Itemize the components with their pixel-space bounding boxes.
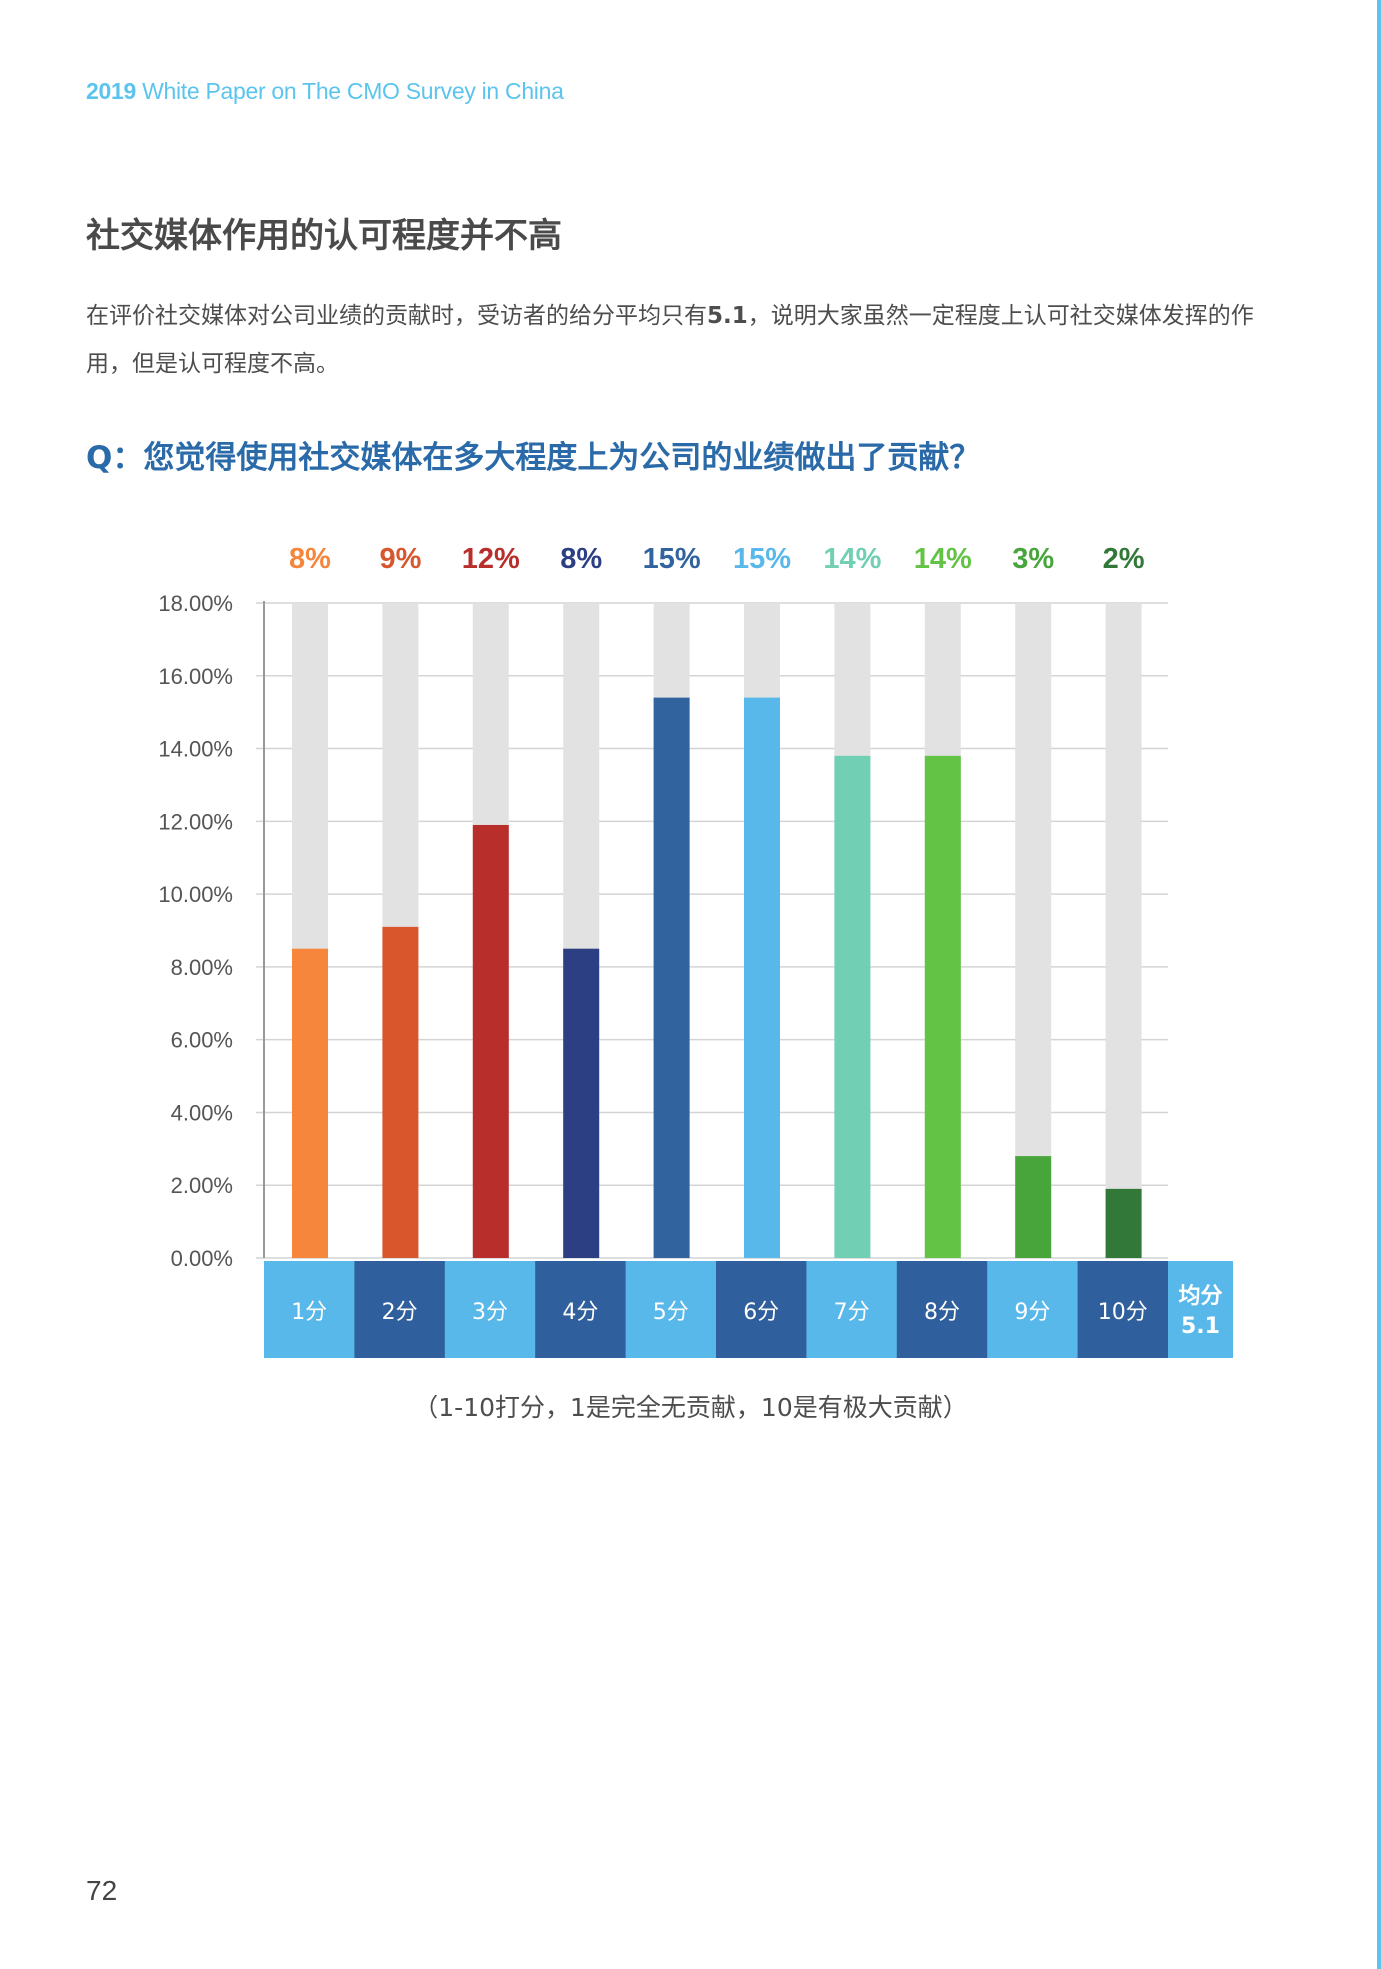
y-tick-label: 2.00% <box>171 1173 233 1198</box>
category-label: 4分 <box>562 1300 598 1325</box>
category-cell <box>1077 1261 1169 1358</box>
bar-2 <box>382 926 419 1258</box>
bar-track <box>1105 603 1142 1258</box>
category-label: 7分 <box>834 1300 870 1325</box>
category-label: 8分 <box>924 1300 960 1325</box>
bar-track <box>1015 603 1052 1258</box>
category-label: 10分 <box>1098 1300 1148 1325</box>
bar-6 <box>744 697 780 1258</box>
data-label: 15% <box>733 543 791 575</box>
header-title: White Paper on The CMO Survey in China <box>142 78 564 104</box>
data-label: 15% <box>643 543 701 575</box>
bar-9 <box>1015 1156 1052 1258</box>
body-average: 5.1 <box>707 303 748 329</box>
y-tick-label: 14.00% <box>158 737 233 762</box>
category-cell <box>535 1261 627 1358</box>
y-tick-label: 10.00% <box>158 882 233 907</box>
data-label: 3% <box>1012 543 1054 575</box>
data-label: 9% <box>379 543 421 575</box>
y-tick-label: 8.00% <box>171 955 233 980</box>
bar-7 <box>834 755 871 1258</box>
bar-8 <box>924 755 961 1258</box>
y-tick-label: 16.00% <box>158 664 233 689</box>
body-paragraph: 在评价社交媒体对公司业绩的贡献时，受访者的给分平均只有5.1，说明大家虽然一定程… <box>86 292 1286 388</box>
category-label: 3分 <box>472 1300 508 1325</box>
bar-4 <box>563 948 600 1258</box>
bar-5 <box>653 697 690 1258</box>
category-cell <box>625 1261 717 1358</box>
data-label: 8% <box>289 543 331 575</box>
page-number: 72 <box>86 1875 118 1906</box>
y-tick-label: 18.00% <box>158 591 233 616</box>
y-tick-label: 4.00% <box>171 1100 233 1125</box>
average-value: 5.1 <box>1181 1314 1220 1339</box>
bar-chart: 0.00% 2.00% 4.00% 6.00% 8.00% 10.00% 12.00% 14.… <box>158 543 1233 1358</box>
category-label: 5分 <box>653 1300 689 1325</box>
category-cell <box>444 1261 536 1358</box>
category-label: 2分 <box>382 1300 418 1325</box>
data-label: 8% <box>560 543 602 575</box>
header-year: 2019 <box>86 78 136 104</box>
body-text-before: 在评价社交媒体对公司业绩的贡献时，受访者的给分平均只有 <box>86 303 707 329</box>
body-text-after: ，说明大家虽然一定程度上认可社交媒体发挥的作用，但是认可程度不高。 <box>86 303 1254 377</box>
category-label: 9分 <box>1014 1300 1050 1325</box>
category-label: 6分 <box>743 1300 779 1325</box>
average-cell <box>1168 1261 1233 1358</box>
page-edge-stripe <box>1377 0 1381 1969</box>
bar-1 <box>292 948 328 1258</box>
data-label: 2% <box>1103 543 1145 575</box>
category-cell <box>806 1261 898 1358</box>
y-tick-label: 6.00% <box>171 1028 233 1053</box>
data-label: 14% <box>823 543 881 575</box>
bar-3 <box>472 824 509 1258</box>
category-cell <box>716 1261 807 1358</box>
chart-caption: （1-10打分，1是完全无贡献，10是有极大贡献） <box>413 1393 968 1422</box>
category-cell <box>896 1261 988 1358</box>
category-cell <box>354 1261 446 1358</box>
average-label: 均分 <box>1178 1283 1222 1309</box>
data-label: 14% <box>914 543 972 575</box>
section-title: 社交媒体作用的认可程度并不高 <box>86 216 562 256</box>
y-tick-label: 0.00% <box>171 1246 233 1271</box>
data-label: 12% <box>462 543 520 575</box>
question-title: Q：您觉得使用社交媒体在多大程度上为公司的业绩做出了贡献？ <box>86 440 981 476</box>
running-header: 2019 White Paper on The CMO Survey in Ch… <box>86 78 564 105</box>
category-label: 1分 <box>291 1300 327 1325</box>
category-cell <box>264 1261 355 1358</box>
bar-10 <box>1105 1188 1142 1258</box>
y-tick-label: 12.00% <box>158 809 233 834</box>
category-cell <box>987 1261 1079 1358</box>
